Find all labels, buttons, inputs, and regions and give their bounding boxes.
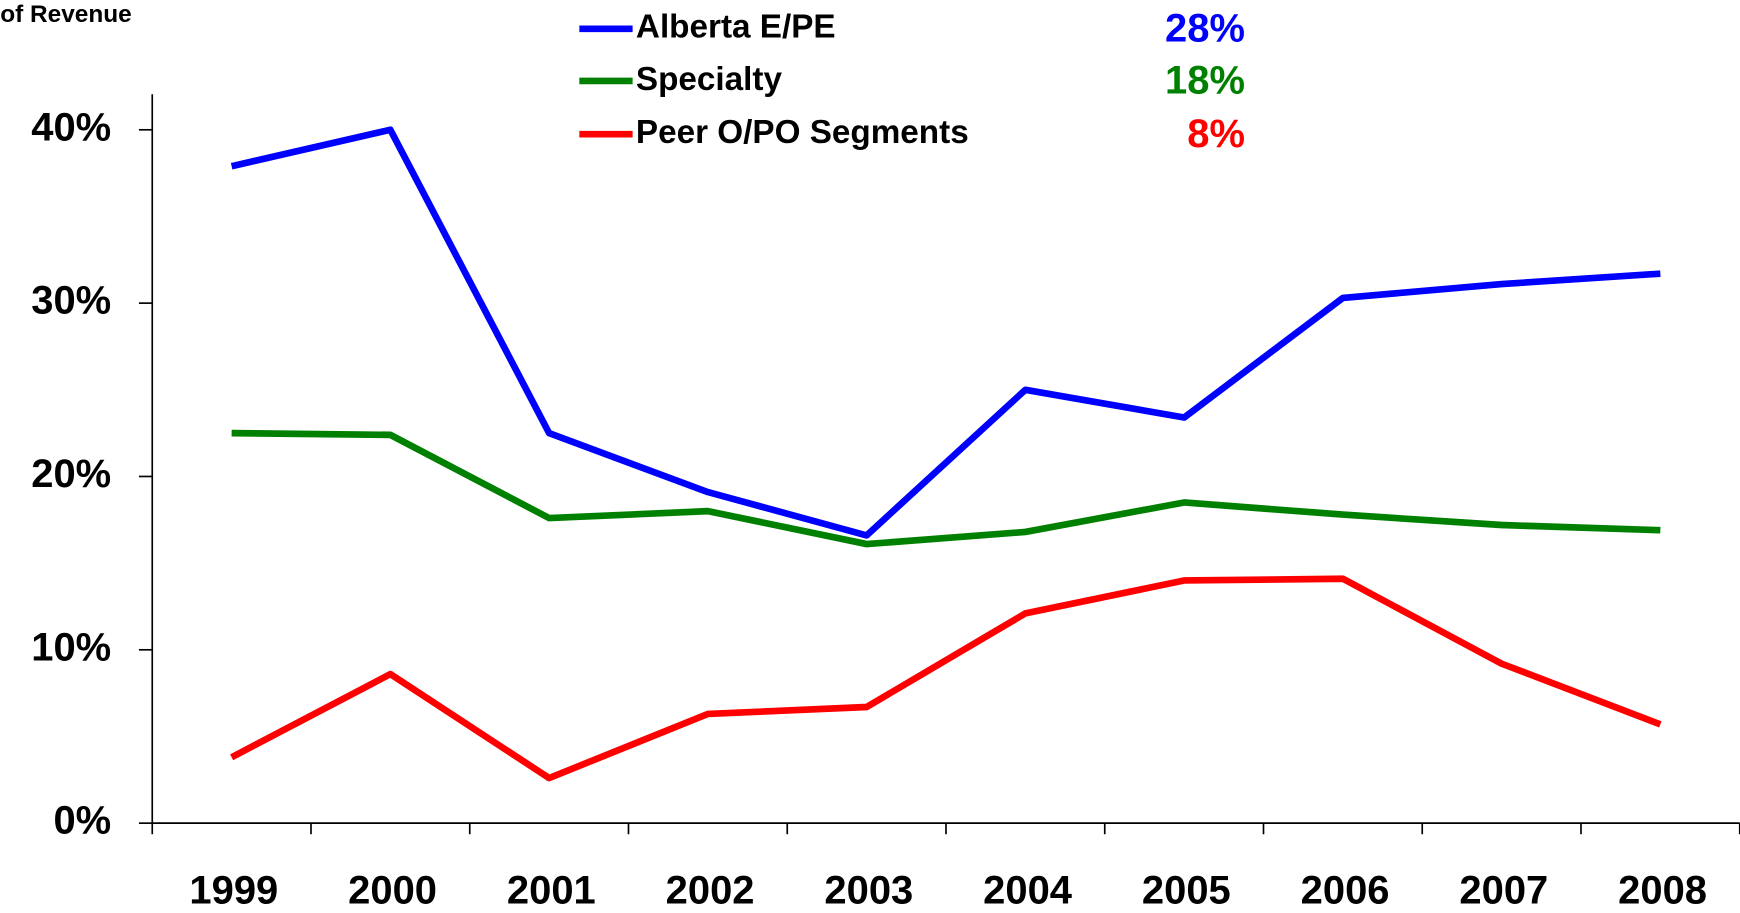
x-tick-label: 2002 xyxy=(666,869,755,913)
y-tick-label: 30% xyxy=(31,279,111,323)
x-tick-label: 1999 xyxy=(189,869,278,913)
legend-label: Specialty xyxy=(636,61,783,98)
x-tick-label: 2006 xyxy=(1301,869,1390,913)
y-tick-label: 40% xyxy=(31,105,111,149)
x-tick-label: 2005 xyxy=(1142,869,1231,913)
x-tick-label: 2008 xyxy=(1618,869,1707,913)
legend-label: Alberta E/PE xyxy=(636,9,836,46)
y-tick-label: 0% xyxy=(53,799,111,843)
x-tick-label: 2004 xyxy=(983,869,1072,913)
series-line xyxy=(230,575,1662,782)
x-tick-label: 2007 xyxy=(1459,869,1548,913)
x-tick-label: 2001 xyxy=(507,869,596,913)
y-tick-label: 20% xyxy=(31,452,111,496)
legend-annotation: 18% xyxy=(1165,59,1245,103)
legend-label: Peer O/PO Segments xyxy=(636,114,969,151)
legend-annotation: 8% xyxy=(1187,112,1245,156)
series-line xyxy=(231,429,1661,548)
series-line xyxy=(230,126,1661,539)
x-tick-label: 2000 xyxy=(348,869,437,913)
legend-annotation: 28% xyxy=(1165,7,1245,51)
y-tick-label: 10% xyxy=(31,625,111,669)
y-axis-label: of Revenue xyxy=(0,1,131,28)
x-tick-label: 2003 xyxy=(824,869,913,913)
